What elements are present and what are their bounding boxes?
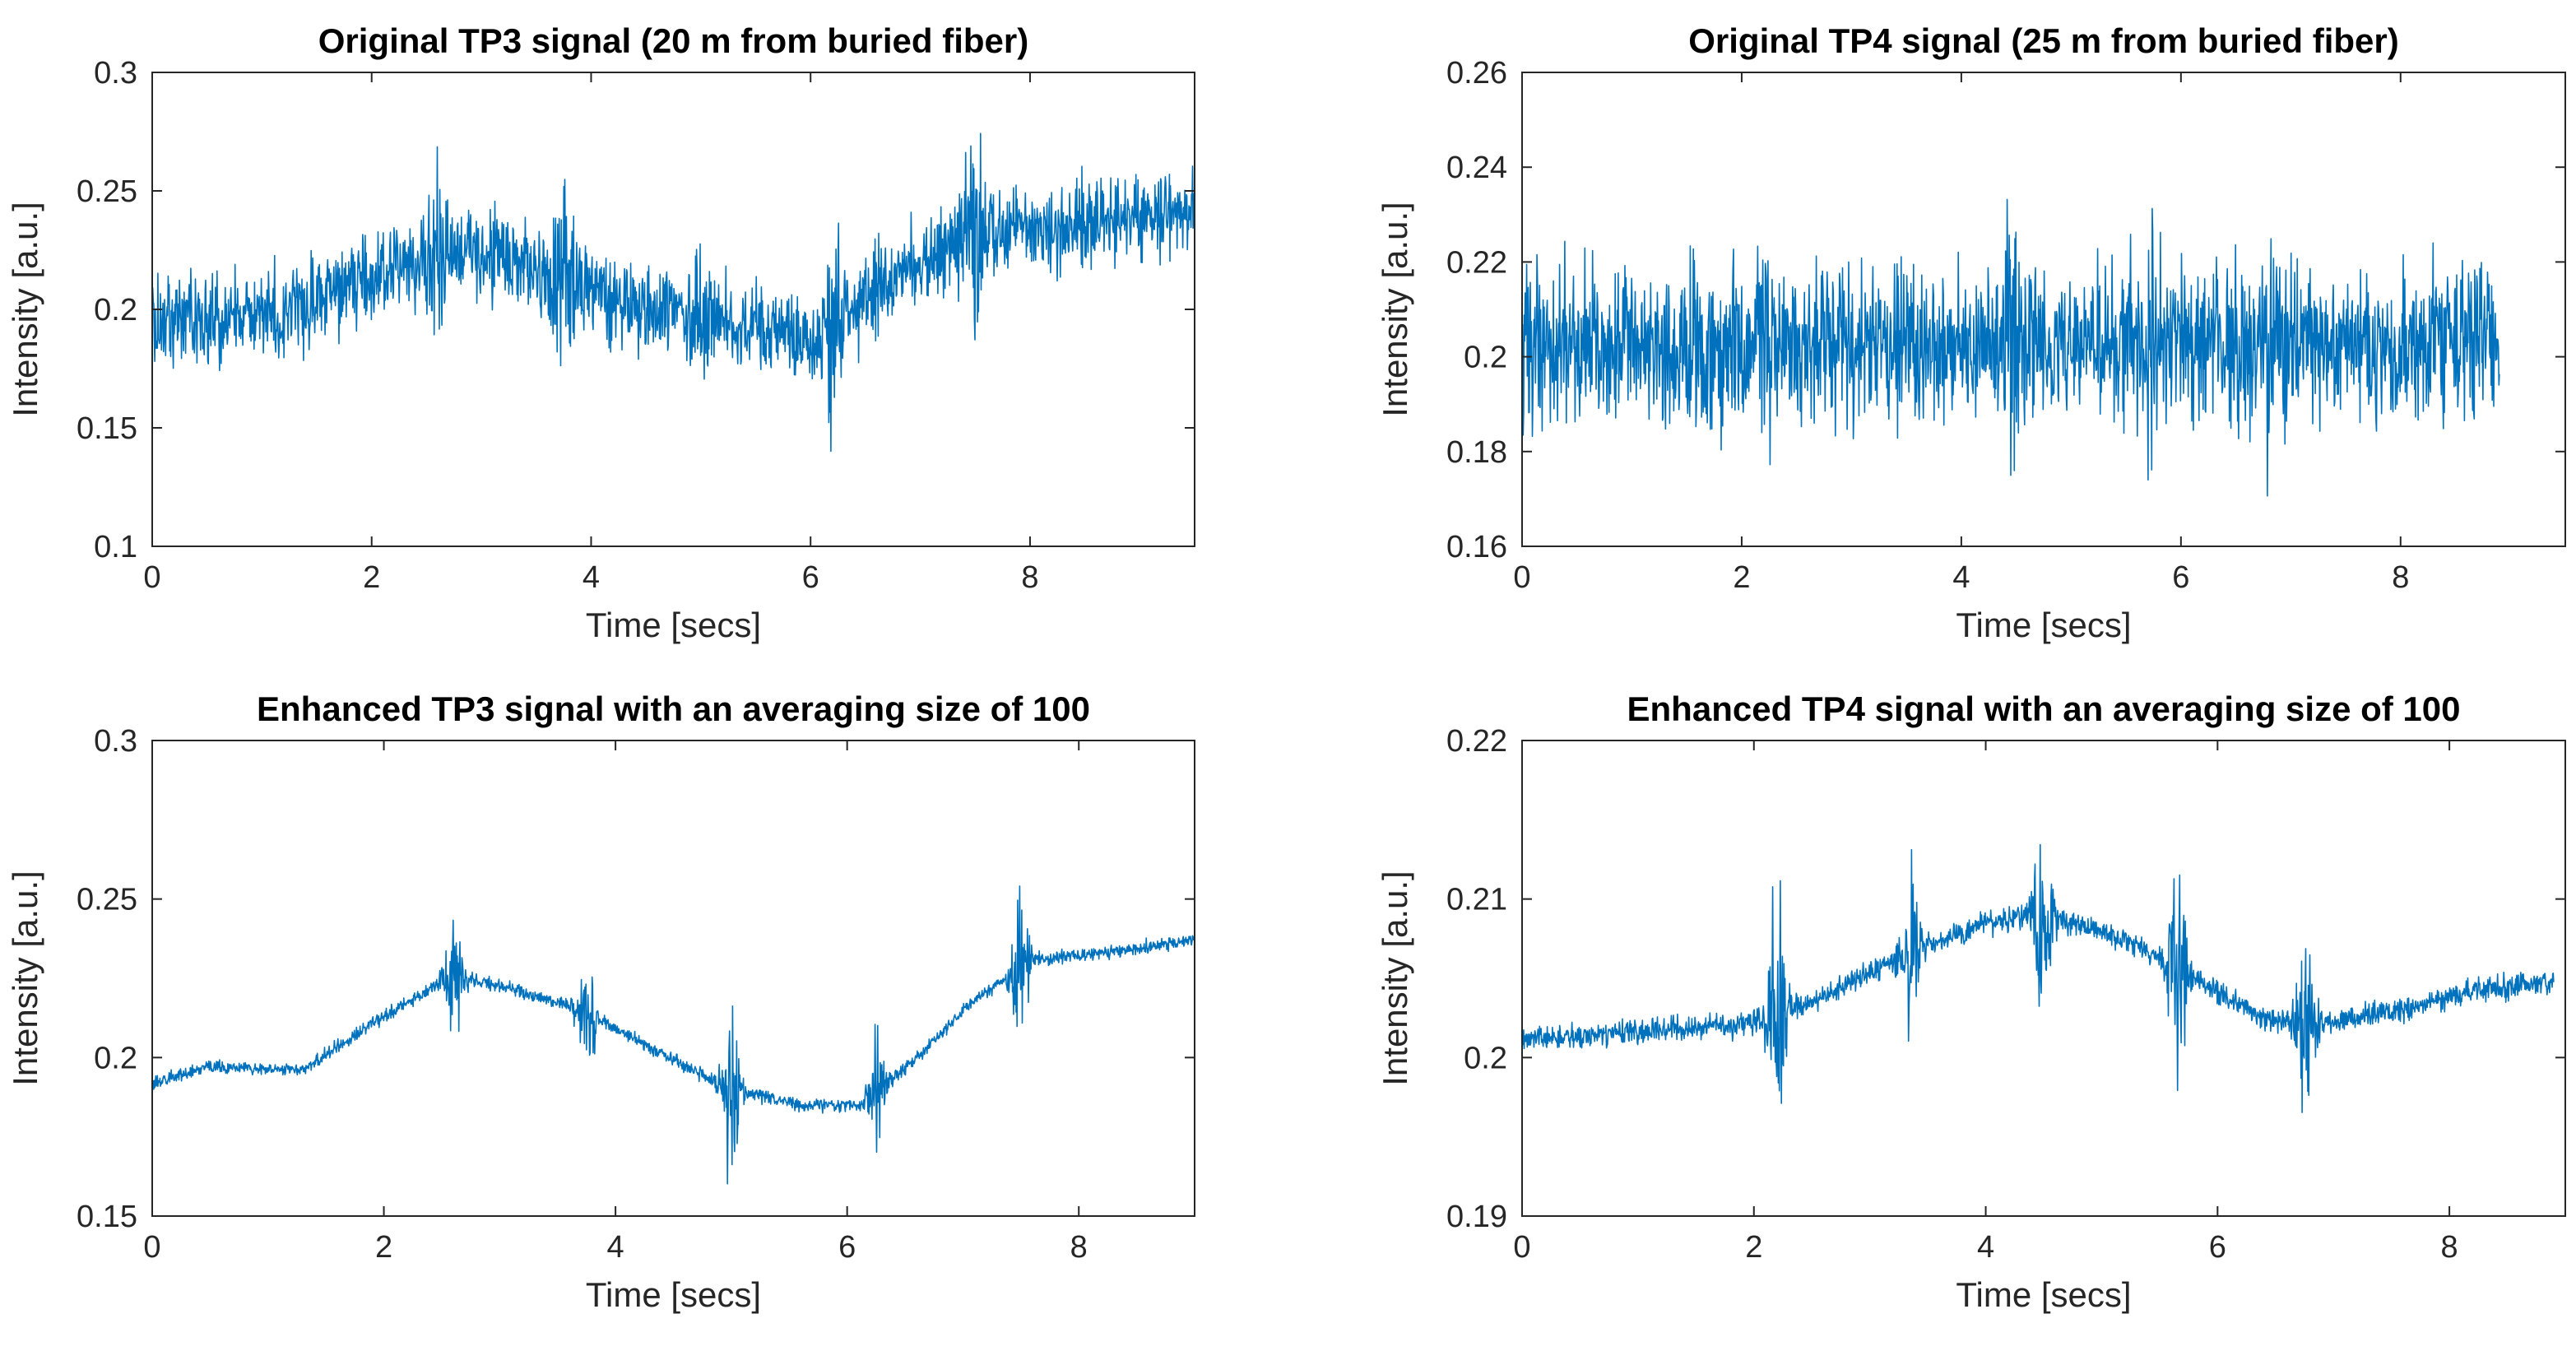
tp4-original-axes-box — [1521, 72, 2566, 547]
tp4-enhanced-ytick-label: 0.2 — [1464, 1041, 1507, 1075]
tp4-original-ytick-label: 0.16 — [1446, 530, 1507, 564]
tp4-enhanced-chart: 0 2 4 6 8 0.19 0.2 0.21 0.22 Enhanced TP4 signal … — [1376, 689, 2566, 1314]
tp3-original-ytick-label: 0.1 — [94, 530, 137, 564]
tp4-original-series-line — [1522, 198, 2500, 497]
tp4-enhanced-xtick-label: 4 — [1977, 1230, 1994, 1265]
tp3-enhanced-ytick-label: 0.25 — [77, 883, 137, 917]
tp3-original-chart: 0 2 4 6 8 0.1 0.15 0.2 0.25 0.3 Original TP3 signa… — [6, 21, 1195, 644]
tp3-enhanced-ytick-label: 0.15 — [77, 1200, 137, 1234]
tp3-original-xlabel: Time [secs] — [586, 606, 761, 644]
tp3-original-xtick-label: 0 — [143, 560, 160, 595]
tp3-enhanced-xtick-label: 2 — [375, 1230, 392, 1265]
tp3-original-xtick-label: 6 — [802, 560, 819, 595]
tp4-original-ytick-label: 0.22 — [1446, 245, 1507, 280]
tp4-original-ylabel: Intensity [a.u.] — [1376, 202, 1414, 416]
tp3-enhanced-chart: 0 2 4 6 8 0.15 0.2 0.25 0.3 Enhanced TP3 signal w… — [6, 689, 1195, 1314]
tp3-enhanced-ylabel: Intensity [a.u.] — [6, 870, 44, 1085]
tp3-original-xtick-label: 4 — [583, 560, 600, 595]
tp4-enhanced-plot-area — [1522, 740, 2565, 1216]
tp4-original-xtick-label: 8 — [2392, 560, 2409, 595]
tp4-enhanced-xtick-label: 8 — [2441, 1230, 2458, 1265]
tp4-original-xtick-label: 2 — [1733, 560, 1750, 595]
tp3-original-ytick-label: 0.2 — [94, 293, 137, 327]
tp4-original-xtick-label: 6 — [2172, 560, 2189, 595]
tp4-enhanced-ytick-label: 0.22 — [1446, 724, 1507, 759]
tp4-enhanced-ytick-label: 0.19 — [1446, 1200, 1507, 1234]
tp4-original-xtick-label: 4 — [1952, 560, 1970, 595]
tp3-original-xtick-label: 8 — [1021, 560, 1038, 595]
tp3-enhanced-xtick-label: 8 — [1070, 1230, 1088, 1265]
tp4-enhanced-title: Enhanced TP4 signal with an averaging si… — [1627, 689, 2461, 728]
tp4-original-xlabel: Time [secs] — [1956, 606, 2131, 644]
tp3-original-ytick-label: 0.25 — [77, 174, 137, 209]
tp4-original-xtick-label: 0 — [1513, 560, 1530, 595]
tp4-original-title: Original TP4 signal (25 m from buried fi… — [1688, 21, 2398, 60]
tp3-enhanced-xtick-label: 6 — [838, 1230, 856, 1265]
tp4-original-ytick-label: 0.2 — [1464, 341, 1507, 375]
tp4-original-ytick-label: 0.26 — [1446, 56, 1507, 91]
tp3-original-ylabel: Intensity [a.u.] — [6, 202, 44, 416]
tp3-original-series-line — [152, 132, 1195, 453]
tp4-enhanced-xtick-label: 2 — [1745, 1230, 1762, 1265]
tp4-original-ytick-label: 0.24 — [1446, 151, 1507, 185]
tp4-enhanced-ytick-label: 0.21 — [1446, 883, 1507, 917]
tp4-enhanced-xtick-label: 0 — [1513, 1230, 1530, 1265]
tp4-enhanced-axes-box — [1521, 740, 2566, 1217]
tp3-enhanced-series-line — [152, 885, 1195, 1185]
tp3-original-ytick-label: 0.15 — [77, 411, 137, 446]
tp4-enhanced-series-line — [1522, 843, 2555, 1113]
tp3-original-xtick-label: 2 — [363, 560, 380, 595]
tp3-enhanced-plot-area — [152, 740, 1195, 1216]
tp4-original-chart: 0 2 4 6 8 0.16 0.18 0.2 0.22 0.24 0.26 Original TP4… — [1376, 21, 2566, 644]
tp3-enhanced-ytick-label: 0.2 — [94, 1041, 137, 1075]
tp3-original-title: Original TP3 signal (20 m from buried fi… — [318, 21, 1028, 60]
tp3-enhanced-xtick-label: 4 — [607, 1230, 624, 1265]
tp3-enhanced-axes-box — [151, 740, 1195, 1217]
tp4-original-ytick-label: 0.18 — [1446, 435, 1507, 470]
tp3-enhanced-xlabel: Time [secs] — [586, 1275, 761, 1314]
tp3-original-ytick-label: 0.3 — [94, 56, 137, 91]
tp3-enhanced-title: Enhanced TP3 signal with an averaging si… — [257, 689, 1090, 728]
tp4-enhanced-xtick-label: 6 — [2209, 1230, 2226, 1265]
tp3-enhanced-ytick-label: 0.3 — [94, 724, 137, 759]
tp4-enhanced-xlabel: Time [secs] — [1956, 1275, 2131, 1314]
tp3-enhanced-xtick-label: 0 — [143, 1230, 160, 1265]
tp4-enhanced-ylabel: Intensity [a.u.] — [1376, 870, 1414, 1085]
